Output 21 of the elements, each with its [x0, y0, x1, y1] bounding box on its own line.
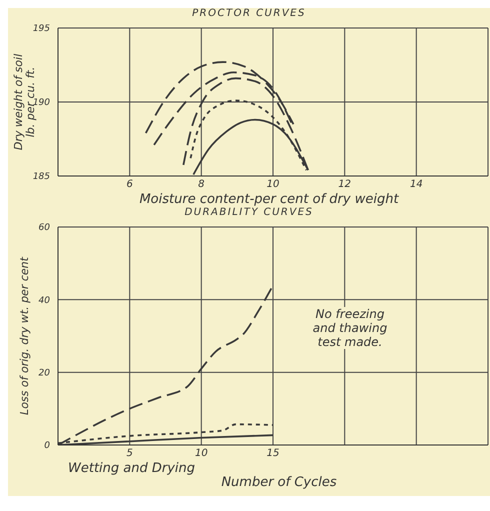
y-tick-label: 0 [44, 441, 50, 452]
x-tick-label: 10 [194, 448, 208, 460]
y-tick-label: 185 [32, 172, 50, 182]
x-tick-label: 12 [338, 179, 352, 190]
x-tick-label: 8 [198, 179, 205, 190]
chart-title: PROCTOR CURVES [191, 8, 307, 21]
y-tick-label: 20 [38, 368, 50, 379]
x-axis-title: Number of Cycles [220, 475, 338, 490]
x-tick-label: 6 [126, 179, 133, 190]
x-tick-label: 10 [266, 179, 280, 190]
annotation: No freezing and thawing test made. [308, 307, 392, 349]
x-tick-label: 5 [126, 448, 133, 460]
x-tick-label: 14 [410, 179, 423, 190]
y-tick-label: 60 [38, 223, 50, 234]
y-axis-title: Loss of orig. dry wt. per cent [18, 256, 31, 415]
y-tick-label: 195 [32, 24, 50, 34]
y-tick-label: 40 [38, 296, 50, 306]
x-axis-title: Moisture content-per cent of dry weight [138, 192, 400, 207]
text: Wetting and Drying [68, 461, 196, 476]
x-tick-label: 15 [266, 448, 280, 460]
chart-title: DURABILITY CURVES [184, 207, 314, 220]
